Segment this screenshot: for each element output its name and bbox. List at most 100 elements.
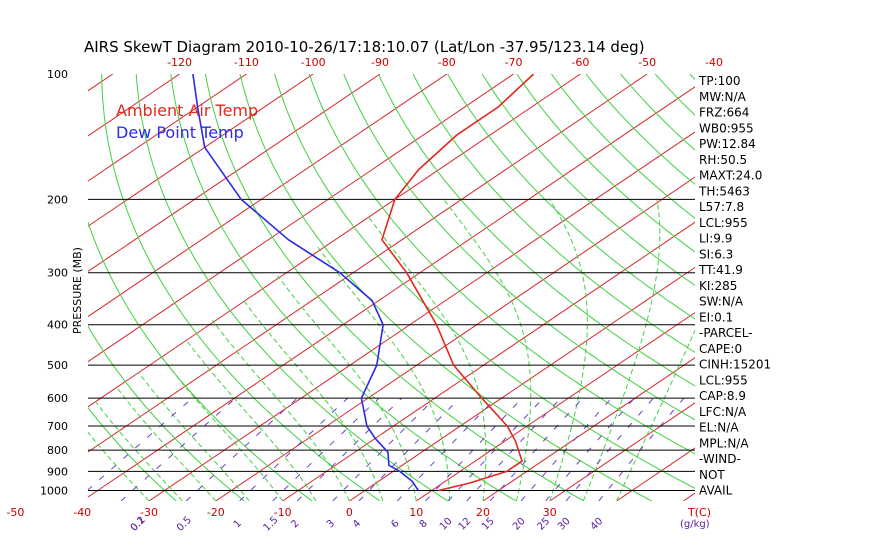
top-temp-tick-label: -60 [571, 56, 589, 69]
mixing-ratio-lines [88, 397, 685, 501]
stat-entry: TH:5463 [698, 184, 750, 198]
chart-title: AIRS SkewT Diagram 2010-10-26/17:18:10.0… [84, 38, 645, 56]
stat-entry: EL:N/A [699, 421, 739, 435]
isotherm-line [750, 74, 870, 501]
dry-adiabat-line [759, 74, 870, 501]
moist-adiabat-line [616, 329, 695, 501]
pressure-tick-label: 700 [47, 420, 68, 433]
moist-adiabat-line [582, 199, 661, 501]
mixing-ratio-line [489, 397, 584, 501]
stat-entry: CAP:8.9 [699, 389, 746, 403]
stat-entry: SI:6.3 [699, 247, 733, 261]
top-temp-tick-label: -40 [705, 56, 723, 69]
pressure-tick-label: 400 [47, 319, 68, 332]
stat-entry: LCL:955 [699, 216, 748, 230]
stat-entry: LI:9.9 [699, 232, 732, 246]
moist-adiabat-lines [88, 199, 695, 501]
moist-adiabat-line [88, 431, 150, 501]
isotherm-line [349, 266, 695, 501]
bottom-temperature-axis: -50 -40 -30 -20 -10 0 10 20 30 T(C) [6, 506, 711, 519]
pressure-axis: 100 200 300 400 500 600 700 800 900 1000 [40, 68, 68, 497]
mixing-ratio-line [272, 397, 380, 501]
mixing-ratio-tick-label: 2 [289, 518, 301, 530]
isotherm-line [88, 74, 314, 227]
mixing-ratio-tick-label: 4 [351, 518, 363, 530]
isotherm-line [88, 74, 648, 453]
mixing-ratio-tick-label: 8 [418, 518, 430, 530]
bottom-temp-tick-label: -40 [73, 506, 91, 519]
mixing-ratio-line [466, 397, 562, 501]
stat-entry: CAPE:0 [699, 342, 742, 356]
mixing-ratio-unit-label: (g/kg) [680, 519, 710, 530]
isotherm-line [148, 131, 695, 501]
stat-entry: TT:41.9 [698, 263, 743, 277]
plot-area [0, 74, 870, 501]
dry-adiabat-line [308, 74, 695, 455]
mixing-ratio-tick-label: 12 [457, 516, 474, 533]
stat-entry: FRZ:664 [699, 106, 749, 120]
stat-entry: LCL:955 [699, 373, 748, 387]
isotherm-line [482, 357, 695, 501]
isotherm-line [549, 402, 695, 501]
mixing-ratio-line [120, 397, 236, 501]
bottom-temp-tick-label: 0 [346, 506, 353, 519]
mixing-ratio-line [598, 397, 685, 501]
isotherm-line [88, 74, 581, 408]
mixing-ratio-tick-label: 0.5 [175, 515, 194, 534]
stat-entry: NOT [699, 468, 725, 482]
bottom-temp-tick-label: -20 [207, 506, 225, 519]
stat-entry: RH:50.5 [699, 153, 747, 167]
mixing-ratio-tick-label: 1 [232, 518, 244, 530]
mixing-ratio-line [185, 397, 298, 501]
dry-adiabat-line [343, 74, 695, 421]
mixing-ratio-line [358, 397, 461, 501]
top-temp-tick-label: -110 [234, 56, 259, 69]
moist-adiabat-line [277, 275, 417, 501]
dry-adiabat-line [447, 74, 695, 320]
mixing-ratio-line [296, 397, 403, 501]
isotherm-line [88, 74, 381, 272]
moist-adiabat-line [243, 300, 384, 501]
pressure-tick-label: 1000 [40, 484, 68, 497]
isotherm-line [415, 311, 695, 501]
mixing-ratio-line [425, 397, 523, 501]
legend-dew-point-temp: Dew Point Temp [116, 123, 244, 142]
dry-adiabat-line [794, 74, 870, 501]
stat-entry: LFC:N/A [699, 405, 747, 419]
stat-entry: MW:N/A [699, 90, 747, 104]
pressure-tick-label: 800 [47, 444, 68, 457]
pressure-tick-label: 900 [47, 465, 68, 478]
dry-adiabat-line [377, 74, 695, 387]
mixing-ratio-line [396, 397, 497, 501]
isotherm-line [88, 74, 247, 182]
stat-entry: SW:N/A [699, 295, 744, 309]
stat-entry: -WIND- [699, 452, 741, 466]
moist-adiabat-line [549, 199, 588, 501]
bottom-temp-tick-label: -10 [274, 506, 292, 519]
dry-adiabat-line [412, 74, 695, 353]
ambient-air-temp-line [381, 74, 535, 492]
temperature-unit-label: T(C) [687, 506, 711, 519]
mixing-ratio-tick-label: 30 [556, 516, 573, 533]
dry-adiabat-line [516, 74, 695, 253]
mixing-ratio-tick-label: 3 [325, 518, 337, 530]
moist-adiabat-line [160, 355, 284, 501]
top-temp-tick-label: -80 [438, 56, 456, 69]
stat-entry: CINH:15201 [699, 358, 771, 372]
stat-entry: L57:7.8 [699, 200, 744, 214]
legend: Ambient Air Temp Dew Point Temp [116, 101, 258, 142]
isotherm-lines [0, 74, 870, 501]
profile-series [192, 74, 535, 492]
mixing-ratio-tick-label: 20 [511, 516, 528, 533]
mixing-ratio-tick-label: 10 [438, 516, 455, 533]
stat-entry: AVAIL [699, 484, 733, 498]
mixing-ratio-line [520, 397, 612, 501]
legend-ambient-air-temp: Ambient Air Temp [116, 101, 258, 120]
isotherm-line [282, 221, 695, 501]
isotherm-line [0, 74, 46, 501]
dry-adiabat-line [828, 74, 870, 501]
stat-entry: -PARCEL- [699, 326, 753, 340]
moist-adiabat-line [443, 199, 532, 501]
stat-entry: PW:12.84 [699, 137, 756, 151]
